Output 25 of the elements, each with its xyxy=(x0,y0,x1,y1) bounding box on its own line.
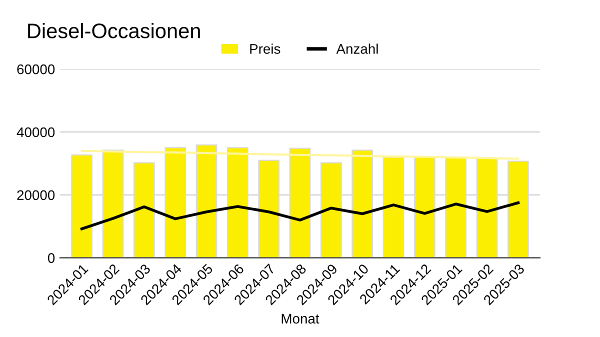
bar xyxy=(320,162,342,258)
y-tick-label: 0 xyxy=(48,253,55,263)
bar xyxy=(71,154,93,258)
y-tick-label: 60000 xyxy=(17,64,55,74)
bar xyxy=(258,160,280,258)
bar xyxy=(507,160,529,258)
bar xyxy=(226,147,248,258)
line-series xyxy=(80,201,520,230)
x-axis-title: Monat xyxy=(282,314,320,324)
chart-title: Diesel-Occasionen xyxy=(28,23,200,38)
bar xyxy=(164,147,186,258)
bar xyxy=(289,148,311,258)
bar xyxy=(414,156,436,258)
line-series xyxy=(80,150,520,160)
bar xyxy=(382,156,404,258)
legend-label: Preis xyxy=(250,44,280,54)
bar xyxy=(133,162,155,258)
bar xyxy=(196,144,218,258)
y-tick-label: 40000 xyxy=(16,127,55,138)
bar xyxy=(445,156,467,258)
bar xyxy=(352,150,374,258)
y-tick-label: 20000 xyxy=(17,190,55,200)
bar xyxy=(102,150,124,258)
bar xyxy=(476,158,498,258)
legend-label: Anzahl xyxy=(336,44,378,54)
